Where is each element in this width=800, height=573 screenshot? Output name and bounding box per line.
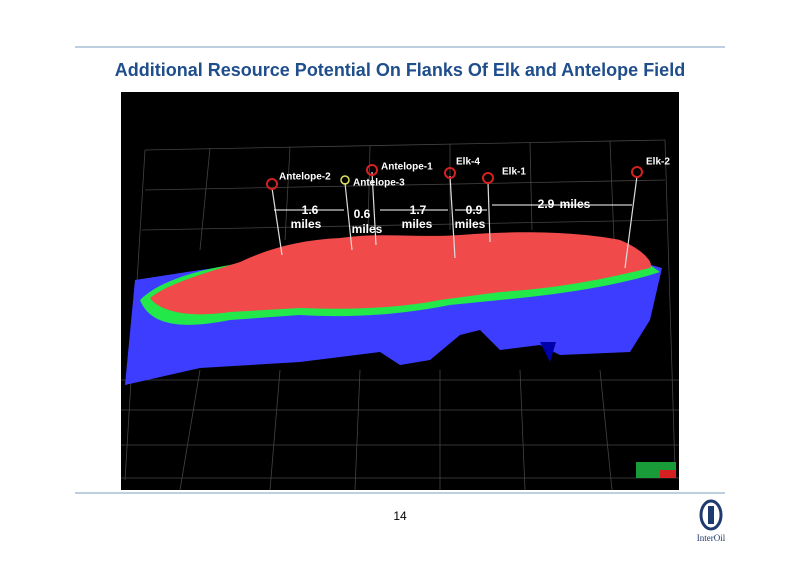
logo: InterOil — [697, 499, 726, 543]
distance-unit: miles — [560, 197, 591, 211]
distance-unit: miles — [455, 217, 486, 231]
distance-unit: miles — [352, 222, 383, 236]
seismic-image: Antelope-2 Antelope-3 Antelope-1 Elk-4 E… — [121, 92, 679, 491]
well-label: Antelope-1 — [381, 162, 433, 173]
well-paths — [271, 171, 638, 269]
distance-value: 0.9 — [466, 203, 483, 217]
distance-unit: miles — [291, 217, 322, 231]
well-label: Elk-1 — [502, 167, 526, 178]
well-label: Antelope-2 — [279, 172, 331, 183]
well-icons — [266, 164, 643, 190]
page-number: 14 — [393, 509, 407, 523]
well-label: Elk-2 — [646, 157, 670, 168]
orientation-cube-side — [660, 470, 676, 478]
distance-value: 1.7 — [410, 203, 427, 217]
distance-value: 2.9 — [538, 197, 555, 211]
logo-mark — [699, 499, 723, 531]
title: Additional Resource Potential On Flanks … — [115, 60, 685, 80]
logo-mark — [708, 506, 714, 524]
grid — [121, 139, 679, 491]
marker — [540, 342, 556, 362]
well-icon — [340, 175, 350, 185]
well-label: Antelope-3 — [353, 178, 405, 189]
red-horizon — [150, 232, 651, 315]
distance-value: 1.6 — [302, 203, 319, 217]
distance-value: 0.6 — [354, 207, 371, 221]
distance-unit: miles — [402, 217, 433, 231]
logo-text: InterOil — [697, 533, 726, 543]
well-label: Elk-4 — [456, 157, 480, 168]
distance-arrows — [274, 204, 632, 211]
